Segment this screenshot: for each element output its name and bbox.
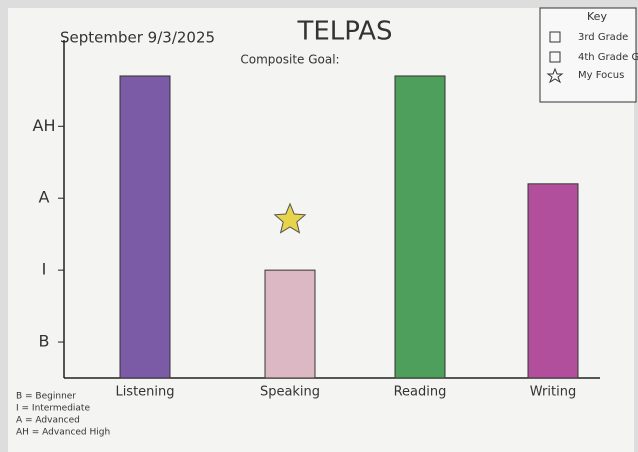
bar (120, 76, 170, 378)
key-entry: 3rd Grade (578, 32, 628, 43)
bar (395, 76, 445, 378)
key-entry: My Focus (578, 70, 624, 81)
chart-title: TELPAS (296, 17, 392, 47)
key-entry: 4th Grade Goal (578, 52, 638, 63)
glossary: I = Intermediate (16, 404, 90, 414)
glossary: AH = Advanced High (16, 428, 110, 438)
bar (528, 184, 578, 378)
x-tick-label: Writing (530, 385, 576, 400)
key-title: Key (587, 10, 607, 23)
x-tick-label: Speaking (260, 385, 320, 400)
date: September 9/3/2025 (60, 29, 215, 47)
chart: September 9/3/2025 TELPAS Composite Goal… (0, 0, 638, 452)
glossary: A = Advanced (16, 416, 80, 426)
y-tick-label: A (39, 188, 50, 207)
y-tick-label: AH (33, 116, 56, 135)
y-tick-label: I (42, 260, 47, 279)
x-tick-label: Listening (115, 385, 174, 400)
bar (265, 270, 315, 378)
y-tick-label: B (39, 332, 50, 351)
chart-subtitle: Composite Goal: (240, 53, 339, 67)
glossary: B = Beginner (16, 392, 76, 402)
x-tick-label: Reading (394, 385, 447, 400)
